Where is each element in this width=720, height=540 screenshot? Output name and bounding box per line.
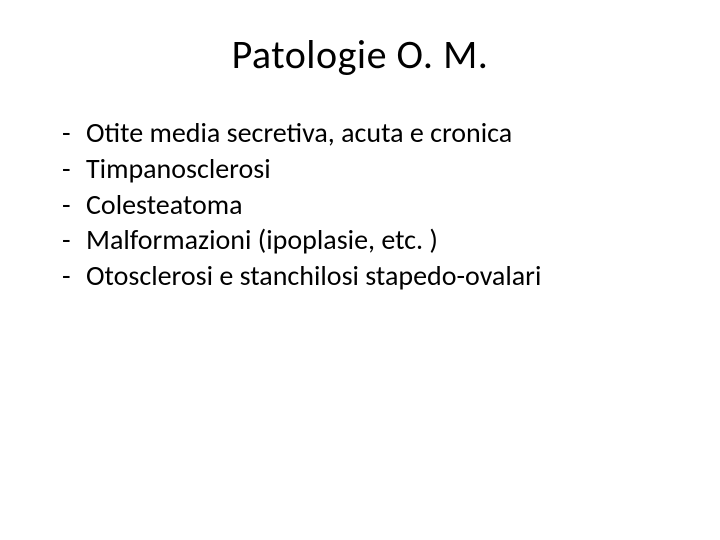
list-item: - Timpanosclerosi: [62, 151, 680, 187]
bullet-icon: -: [62, 187, 86, 223]
slide: Patologie O. M. - Otite media secretiva,…: [0, 0, 720, 540]
bullet-icon: -: [62, 115, 86, 151]
bullet-icon: -: [62, 151, 86, 187]
list-item-text: Malformazioni (ipoplasie, etc. ): [86, 222, 680, 258]
list-item: - Otosclerosi e stanchilosi stapedo-oval…: [62, 258, 680, 294]
list-item-text: Colesteatoma: [86, 187, 680, 223]
slide-title: Patologie O. M.: [40, 30, 680, 79]
list-item: - Otite media secretiva, acuta e cronica: [62, 115, 680, 151]
list-item: - Colesteatoma: [62, 187, 680, 223]
bullet-icon: -: [62, 222, 86, 258]
list-item-text: Timpanosclerosi: [86, 151, 680, 187]
list-item-text: Otosclerosi e stanchilosi stapedo-ovalar…: [86, 258, 680, 294]
list-item-text: Otite media secretiva, acuta e cronica: [86, 115, 680, 151]
bullet-list: - Otite media secretiva, acuta e cronica…: [40, 115, 680, 294]
list-item: - Malformazioni (ipoplasie, etc. ): [62, 222, 680, 258]
bullet-icon: -: [62, 258, 86, 294]
